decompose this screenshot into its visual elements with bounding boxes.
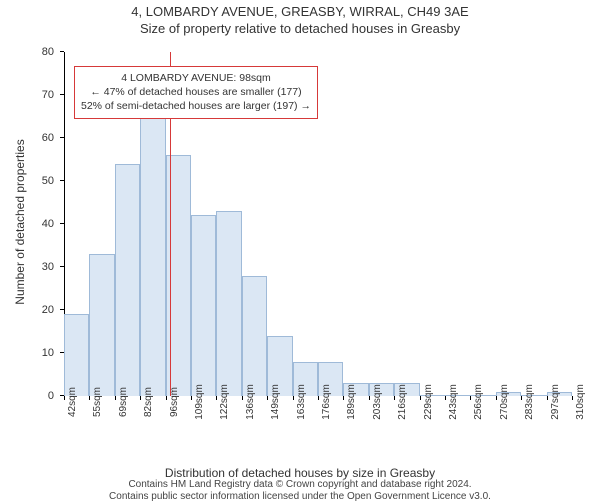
x-tick: [470, 396, 471, 400]
callout-line: ← 47% of detached houses are smaller (17…: [81, 85, 311, 99]
x-tick: [242, 396, 243, 400]
y-tick: [60, 309, 64, 310]
histogram-bar: [64, 314, 89, 396]
y-tick-label: 30: [26, 261, 54, 273]
y-tick: [60, 180, 64, 181]
y-tick-label: 60: [26, 132, 54, 144]
x-tick-label: 136sqm: [245, 384, 256, 420]
y-tick-label: 50: [26, 175, 54, 187]
x-tick-label: 82sqm: [143, 387, 154, 417]
x-tick: [343, 396, 344, 400]
x-tick-label: 256sqm: [473, 384, 484, 420]
x-tick: [293, 396, 294, 400]
x-tick-label: 229sqm: [423, 384, 434, 420]
y-tick-label: 20: [26, 304, 54, 316]
x-tick-label: 69sqm: [118, 387, 129, 417]
y-tick-label: 10: [26, 347, 54, 359]
y-tick-label: 70: [26, 89, 54, 101]
x-tick: [318, 396, 319, 400]
footer-copyright-2: Contains public sector information licen…: [0, 491, 600, 502]
x-tick: [547, 396, 548, 400]
histogram-bar: [89, 254, 114, 396]
callout-line: 4 LOMBARDY AVENUE: 98sqm: [81, 71, 311, 85]
subtitle: Size of property relative to detached ho…: [0, 21, 600, 36]
y-tick: [60, 223, 64, 224]
y-axis-label: Number of detached properties: [13, 139, 27, 304]
page-title: 4, LOMBARDY AVENUE, GREASBY, WIRRAL, CH4…: [0, 4, 600, 19]
y-tick: [60, 51, 64, 52]
x-tick: [420, 396, 421, 400]
x-tick-label: 216sqm: [397, 384, 408, 420]
x-tick-label: 297sqm: [550, 384, 561, 420]
x-tick: [445, 396, 446, 400]
x-tick: [216, 396, 217, 400]
x-tick: [496, 396, 497, 400]
y-tick: [60, 266, 64, 267]
x-tick: [140, 396, 141, 400]
x-tick-label: 122sqm: [219, 384, 230, 420]
x-tick-label: 176sqm: [321, 384, 332, 420]
x-tick-label: 189sqm: [346, 384, 357, 420]
x-tick-label: 163sqm: [296, 384, 307, 420]
x-tick: [267, 396, 268, 400]
callout-box: 4 LOMBARDY AVENUE: 98sqm← 47% of detache…: [74, 66, 318, 119]
histogram-bar: [191, 215, 216, 396]
x-axis-label: Distribution of detached houses by size …: [0, 466, 600, 480]
x-tick-label: 149sqm: [270, 384, 281, 420]
x-tick-label: 203sqm: [372, 384, 383, 420]
y-tick-label: 40: [26, 218, 54, 230]
x-tick-label: 42sqm: [67, 387, 78, 417]
x-tick-label: 270sqm: [499, 384, 510, 420]
x-tick-label: 310sqm: [575, 384, 586, 420]
x-tick: [521, 396, 522, 400]
y-tick-label: 80: [26, 46, 54, 58]
x-tick: [572, 396, 573, 400]
histogram-chart: 0102030405060708042sqm55sqm69sqm82sqm96s…: [60, 48, 576, 400]
x-tick: [115, 396, 116, 400]
x-tick: [191, 396, 192, 400]
callout-line: 52% of semi-detached houses are larger (…: [81, 99, 311, 113]
x-tick: [89, 396, 90, 400]
footer-copyright-1: Contains HM Land Registry data © Crown c…: [0, 479, 600, 490]
x-tick-label: 55sqm: [92, 387, 103, 417]
x-tick-label: 243sqm: [448, 384, 459, 420]
y-tick: [60, 137, 64, 138]
y-tick-label: 0: [26, 390, 54, 402]
x-tick: [369, 396, 370, 400]
x-tick: [64, 396, 65, 400]
x-tick-label: 109sqm: [194, 384, 205, 420]
y-tick: [60, 94, 64, 95]
histogram-bar: [216, 211, 241, 396]
histogram-bar: [140, 108, 165, 396]
x-tick: [394, 396, 395, 400]
x-tick-label: 283sqm: [524, 384, 535, 420]
histogram-bar: [242, 276, 267, 396]
x-tick: [166, 396, 167, 400]
histogram-bar: [115, 164, 140, 396]
